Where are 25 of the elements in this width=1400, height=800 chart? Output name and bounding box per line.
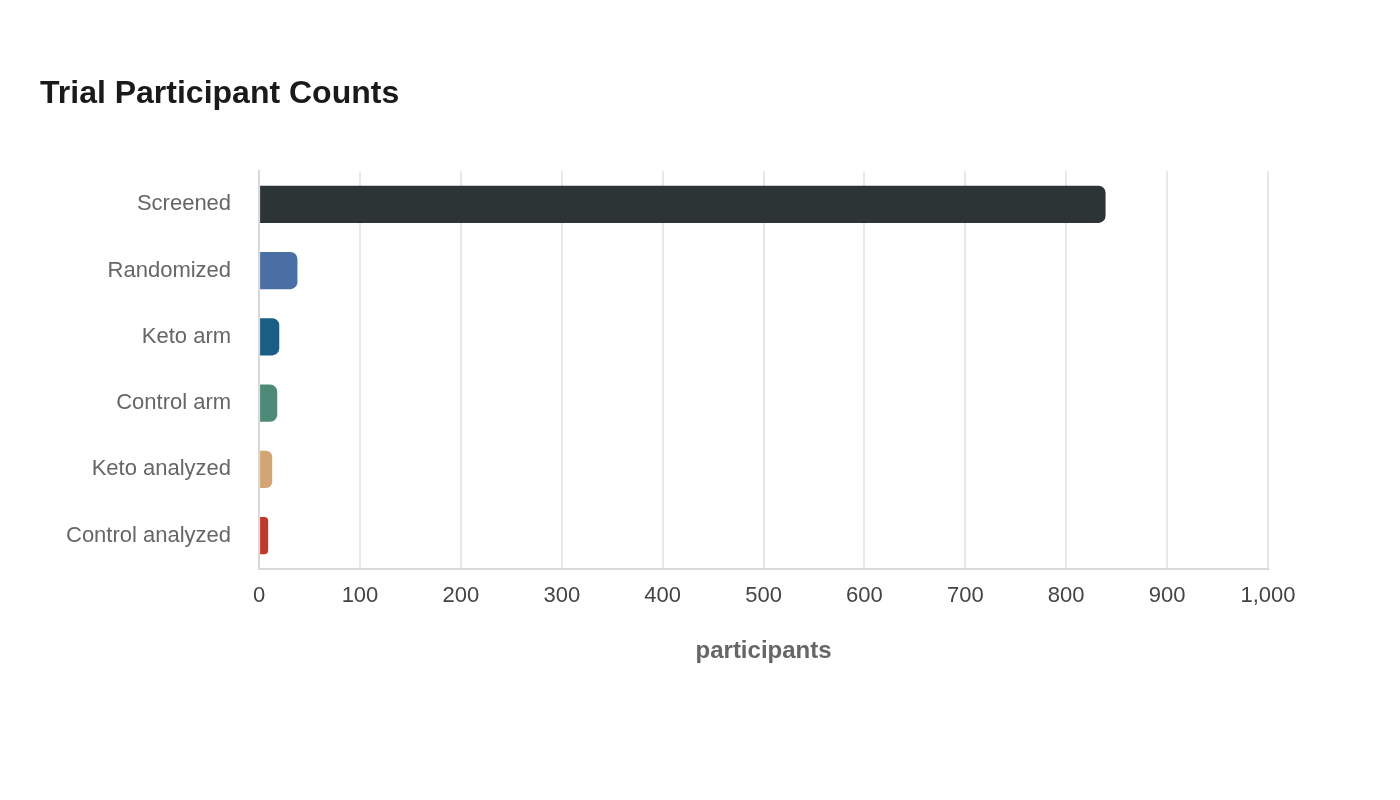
x-tick-label: 400 (644, 582, 682, 608)
y-tick-label: Keto analyzed (91, 455, 232, 481)
x-tick-label: 200 (442, 582, 480, 608)
bar (260, 318, 280, 356)
bar (260, 384, 278, 422)
x-tick-label: 1,000 (1240, 582, 1296, 608)
y-tick-label: Control analyzed (65, 521, 232, 547)
x-tick-label: 0 (252, 582, 266, 608)
x-tick-label: 100 (341, 582, 379, 608)
y-tick-label: Randomized (107, 256, 232, 282)
bar (260, 252, 298, 290)
y-tick-label: Control arm (116, 389, 232, 415)
bar (260, 517, 269, 555)
x-tick-label: 900 (1148, 582, 1186, 608)
bar (260, 185, 1106, 223)
x-tick-label: 700 (946, 582, 984, 608)
y-tick-label: Screened (136, 190, 232, 216)
x-axis-title: participants (695, 636, 832, 664)
chart-title: Trial Participant Counts (40, 74, 400, 111)
x-tick-label: 500 (745, 582, 782, 608)
x-tick-label: 600 (846, 582, 883, 608)
x-tick-label: 800 (1047, 582, 1085, 608)
y-tick-label: Keto arm (141, 322, 232, 348)
bar (260, 450, 273, 488)
x-tick-label: 300 (543, 582, 581, 608)
